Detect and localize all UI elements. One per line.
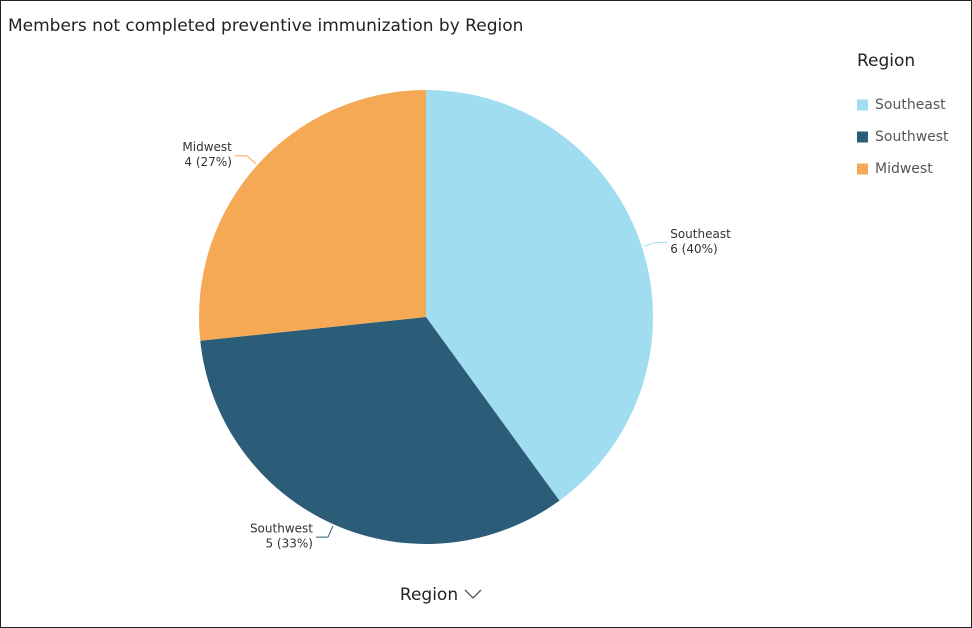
pie-slice xyxy=(199,90,426,341)
leader-line xyxy=(643,242,668,247)
chart-title: Members not completed preventive immuniz… xyxy=(8,16,523,36)
pie-slice xyxy=(200,317,560,544)
slice-label: Southwest xyxy=(250,522,313,536)
slice-value-label: 5 (33%) xyxy=(265,537,312,551)
x-axis-dropdown[interactable]: Region xyxy=(400,585,482,605)
legend-label: Midwest xyxy=(875,161,933,177)
legend-label: Southeast xyxy=(875,97,946,113)
slice-value-label: 6 (40%) xyxy=(670,242,717,256)
legend-label: Southwest xyxy=(875,129,949,145)
legend-swatch xyxy=(857,131,868,143)
legend-swatch xyxy=(857,163,868,175)
slice-label: Midwest xyxy=(182,140,232,154)
slice-value-label: 4 (27%) xyxy=(184,155,231,169)
legend-title: Region xyxy=(857,51,915,71)
slice-label: Southeast xyxy=(670,227,731,241)
dropdown-chevron[interactable] xyxy=(464,589,482,599)
pie-slice xyxy=(426,90,653,501)
x-axis-label[interactable]: Region xyxy=(400,585,458,605)
leader-line xyxy=(234,155,257,165)
legend-swatch xyxy=(857,99,868,111)
leader-line xyxy=(315,525,334,538)
